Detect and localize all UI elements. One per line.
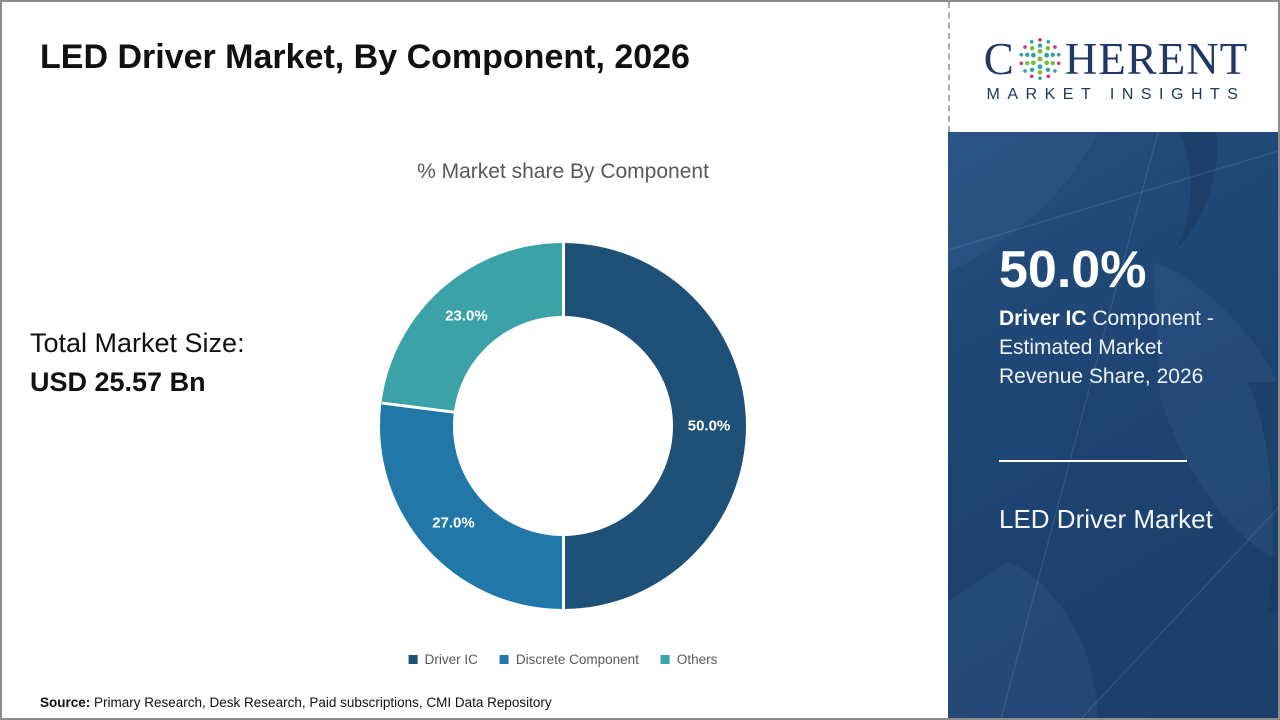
legend-label: Others xyxy=(676,652,718,667)
legend-label: Driver IC xyxy=(424,652,478,667)
source-text: Primary Research, Desk Research, Paid su… xyxy=(90,695,552,710)
legend-swatch-icon xyxy=(660,655,670,664)
legend-label: Discrete Component xyxy=(515,652,639,667)
legend-swatch-icon xyxy=(499,655,509,664)
chart-title: % Market share By Component xyxy=(417,160,709,183)
highlight-stat-description: Driver IC Component - Estimated Market R… xyxy=(999,304,1231,391)
total-market-size-block: Total Market Size: USD 25.57 Bn xyxy=(30,328,245,398)
legend-item-discrete-component: Discrete Component xyxy=(499,652,639,667)
coherent-globe-icon xyxy=(1019,38,1061,80)
page-title: LED Driver Market, By Component, 2026 xyxy=(40,38,690,76)
chart-legend: Driver IC Discrete Component Others xyxy=(408,652,718,667)
panel-divider xyxy=(999,460,1187,462)
source-label: Source: xyxy=(40,695,91,710)
panel-market-title: LED Driver Market xyxy=(999,504,1213,534)
brand-logo-box: C HERENT MARKET INSIGHTS xyxy=(948,2,1278,132)
legend-item-driver-ic: Driver IC xyxy=(408,652,478,667)
logo-letters-rest: HERENT xyxy=(1064,33,1249,84)
legend-swatch-icon xyxy=(408,655,418,664)
slice-value-label: 27.0% xyxy=(432,514,475,532)
slice-value-label: 50.0% xyxy=(687,417,731,435)
highlight-stat-value: 50.0% xyxy=(999,241,1147,299)
total-market-size-value: USD 25.57 Bn xyxy=(30,367,206,397)
highlight-stat-rest: Component - Estimated Market Revenue Sha… xyxy=(999,307,1214,388)
legend-item-others: Others xyxy=(660,652,718,667)
brand-logo: C HERENT xyxy=(984,36,1249,82)
highlight-side-panel: 50.0% Driver IC Component - Estimated Ma… xyxy=(948,132,1278,718)
total-market-size-label: Total Market Size: xyxy=(30,328,245,358)
slice-value-label: 23.0% xyxy=(445,307,488,325)
logo-letter-c: C xyxy=(983,33,1015,84)
source-note: Source: Primary Research, Desk Research,… xyxy=(40,695,552,710)
world-map-decoration-icon xyxy=(948,132,1278,718)
brand-logo-subtitle: MARKET INSIGHTS xyxy=(986,86,1246,103)
highlight-stat-segment: Driver IC xyxy=(999,307,1087,330)
donut-hole xyxy=(453,316,673,536)
donut-chart: 50.0% 27.0% 23.0% xyxy=(380,243,746,609)
